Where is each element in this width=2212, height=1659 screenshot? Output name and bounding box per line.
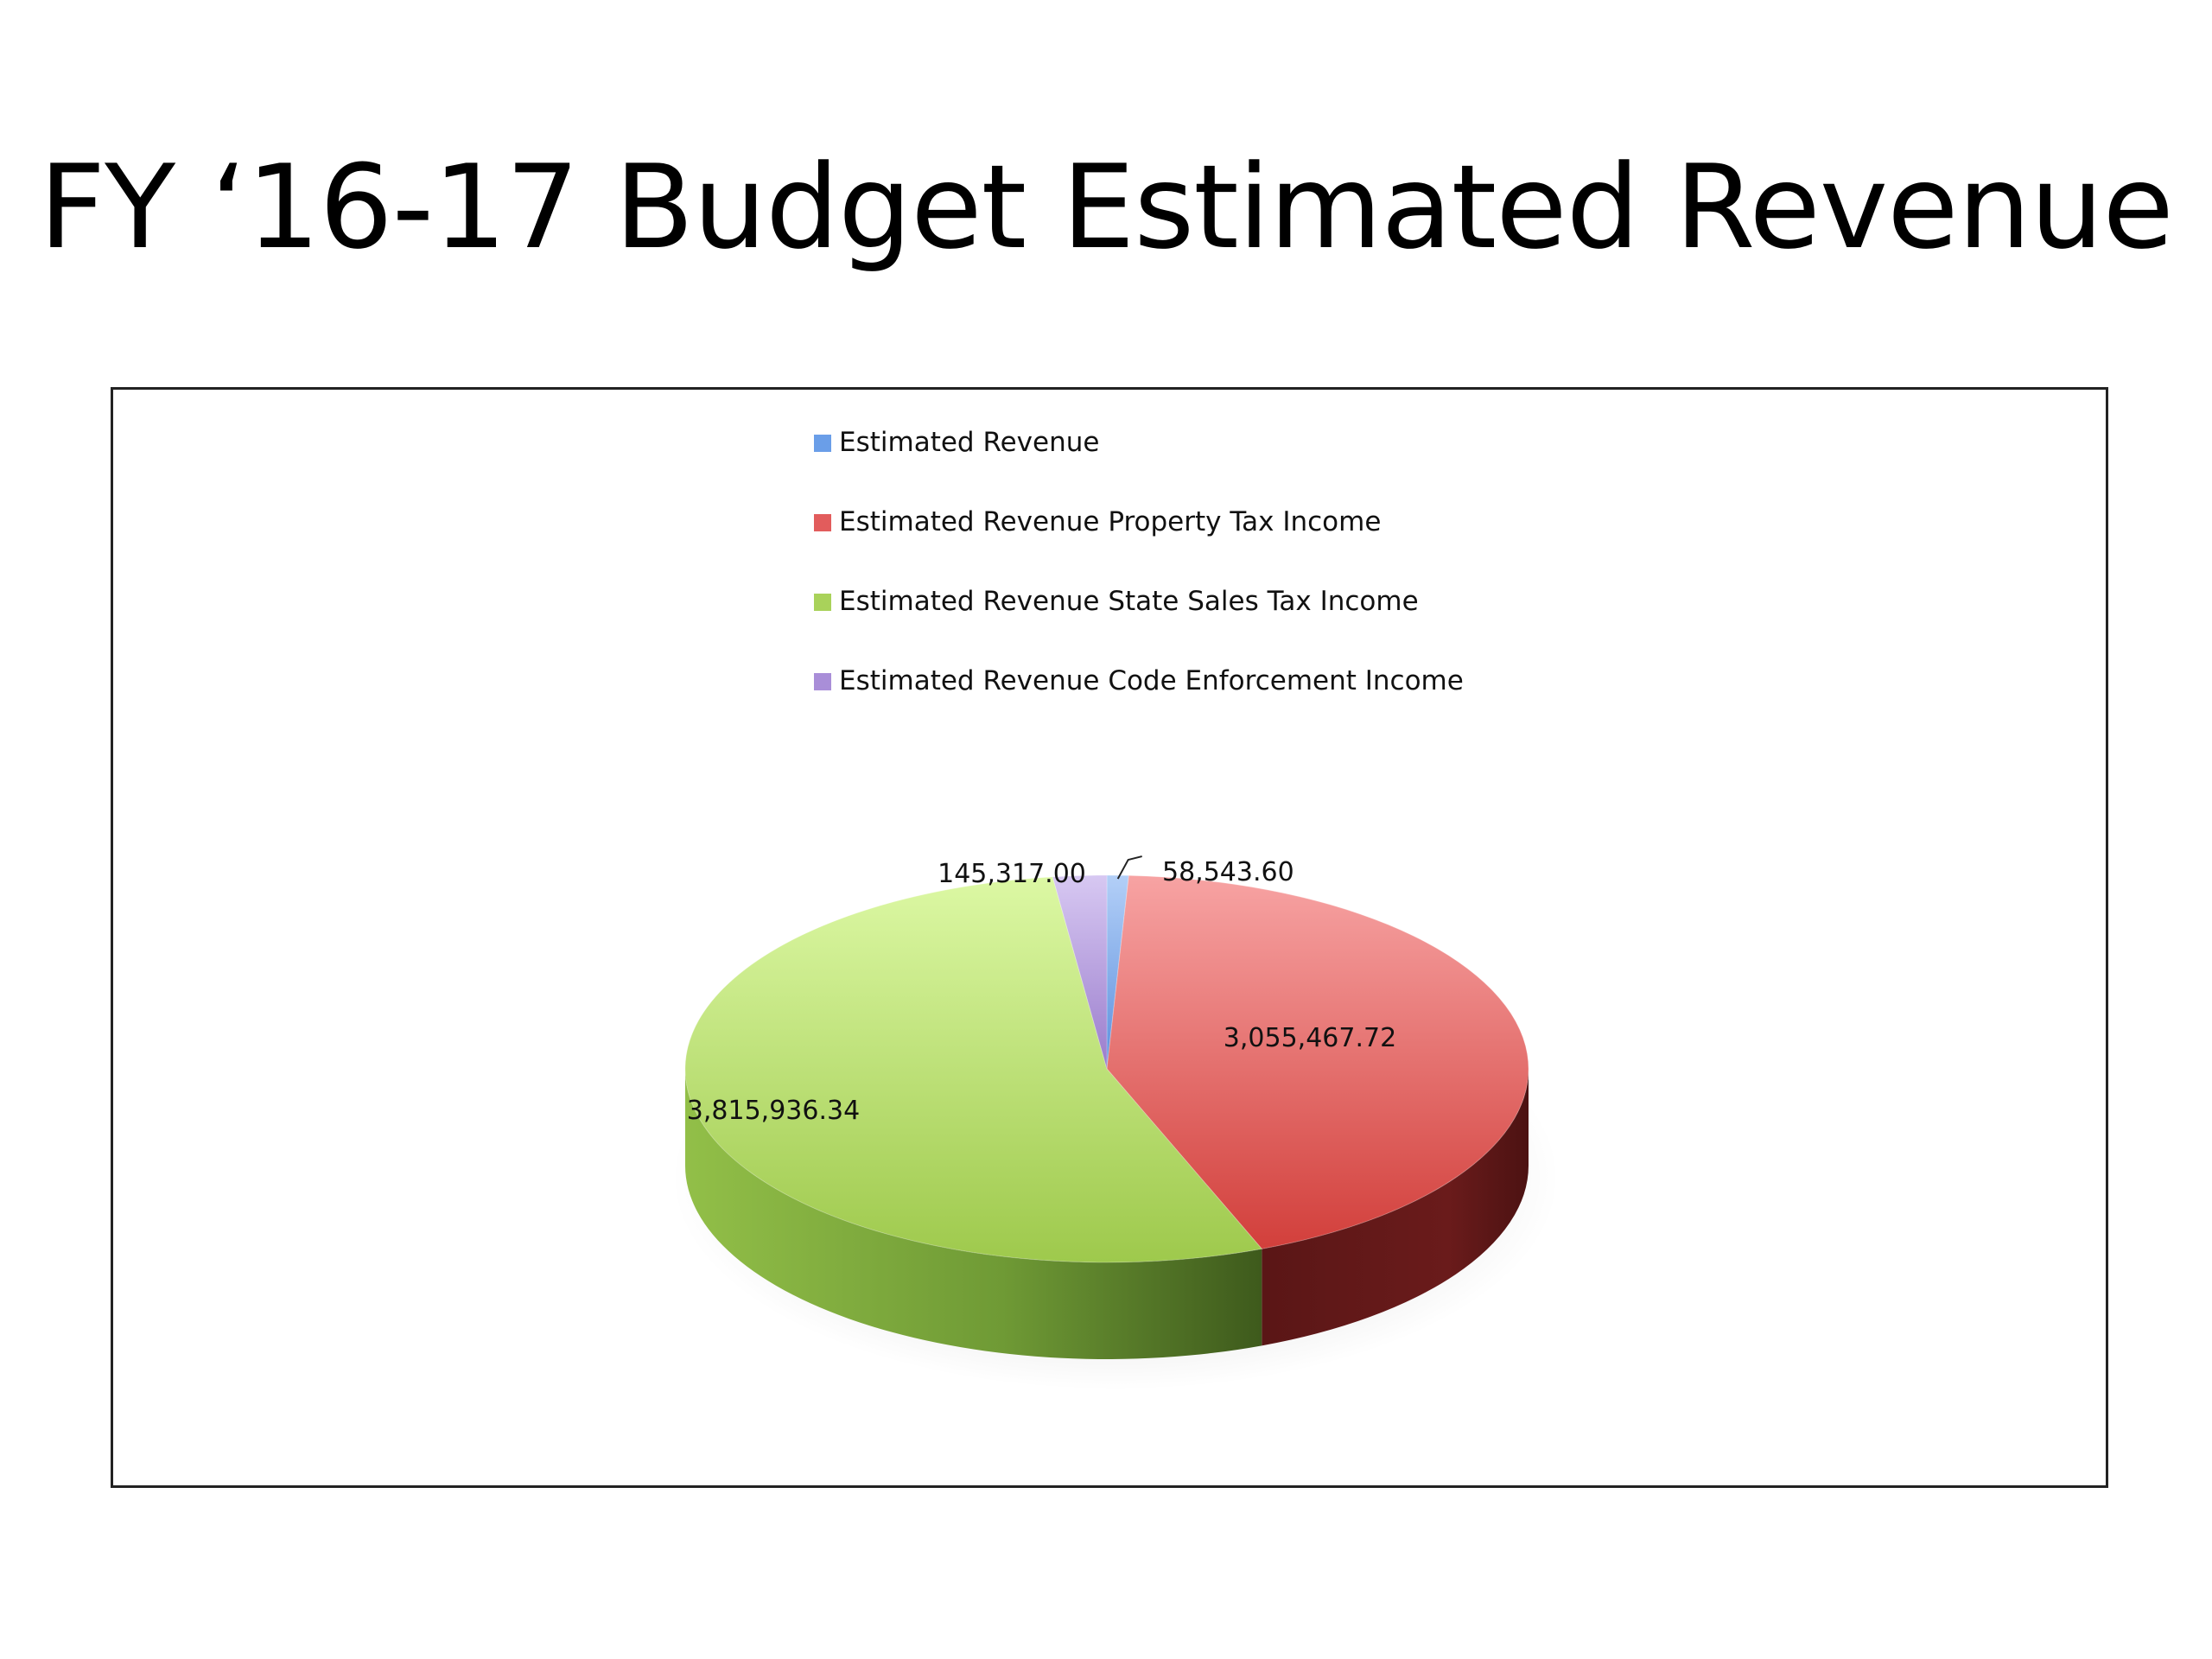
leader-line	[1116, 855, 1142, 880]
legend-swatch	[814, 673, 831, 690]
data-label: 145,317.00	[938, 859, 1086, 889]
legend-label: Estimated Revenue Property Tax Income	[839, 506, 1381, 537]
chart-frame: Estimated Revenue Estimated Revenue Prope…	[111, 387, 2108, 1488]
pie-slice-side	[1262, 1069, 1529, 1346]
legend-label: Estimated Revenue State Sales Tax Income	[839, 586, 1419, 617]
legend-swatch	[814, 435, 831, 452]
data-label: 3,055,467.72	[1224, 1023, 1396, 1053]
legend-label: Estimated Revenue Code Enforcement Incom…	[839, 665, 1464, 696]
legend-swatch	[814, 594, 831, 611]
slide-title: FY ‘16-17 Budget Estimated Revenue	[39, 140, 2174, 275]
pie-slice	[1052, 874, 1108, 1070]
pie-slice	[1106, 874, 1129, 1070]
data-label: 3,815,936.34	[687, 1096, 860, 1126]
legend-swatch	[814, 514, 831, 531]
pie-slice-side	[685, 1069, 1262, 1360]
data-label: 58,543.60	[1162, 857, 1294, 887]
pie-slice	[684, 876, 1263, 1263]
pie-chart: Estimated Revenue Estimated Revenue Prope…	[671, 427, 1560, 1390]
legend: Estimated Revenue Estimated Revenue Prope…	[814, 427, 1464, 696]
pie-slice	[1106, 874, 1529, 1249]
legend-label: Estimated Revenue	[839, 427, 1099, 458]
